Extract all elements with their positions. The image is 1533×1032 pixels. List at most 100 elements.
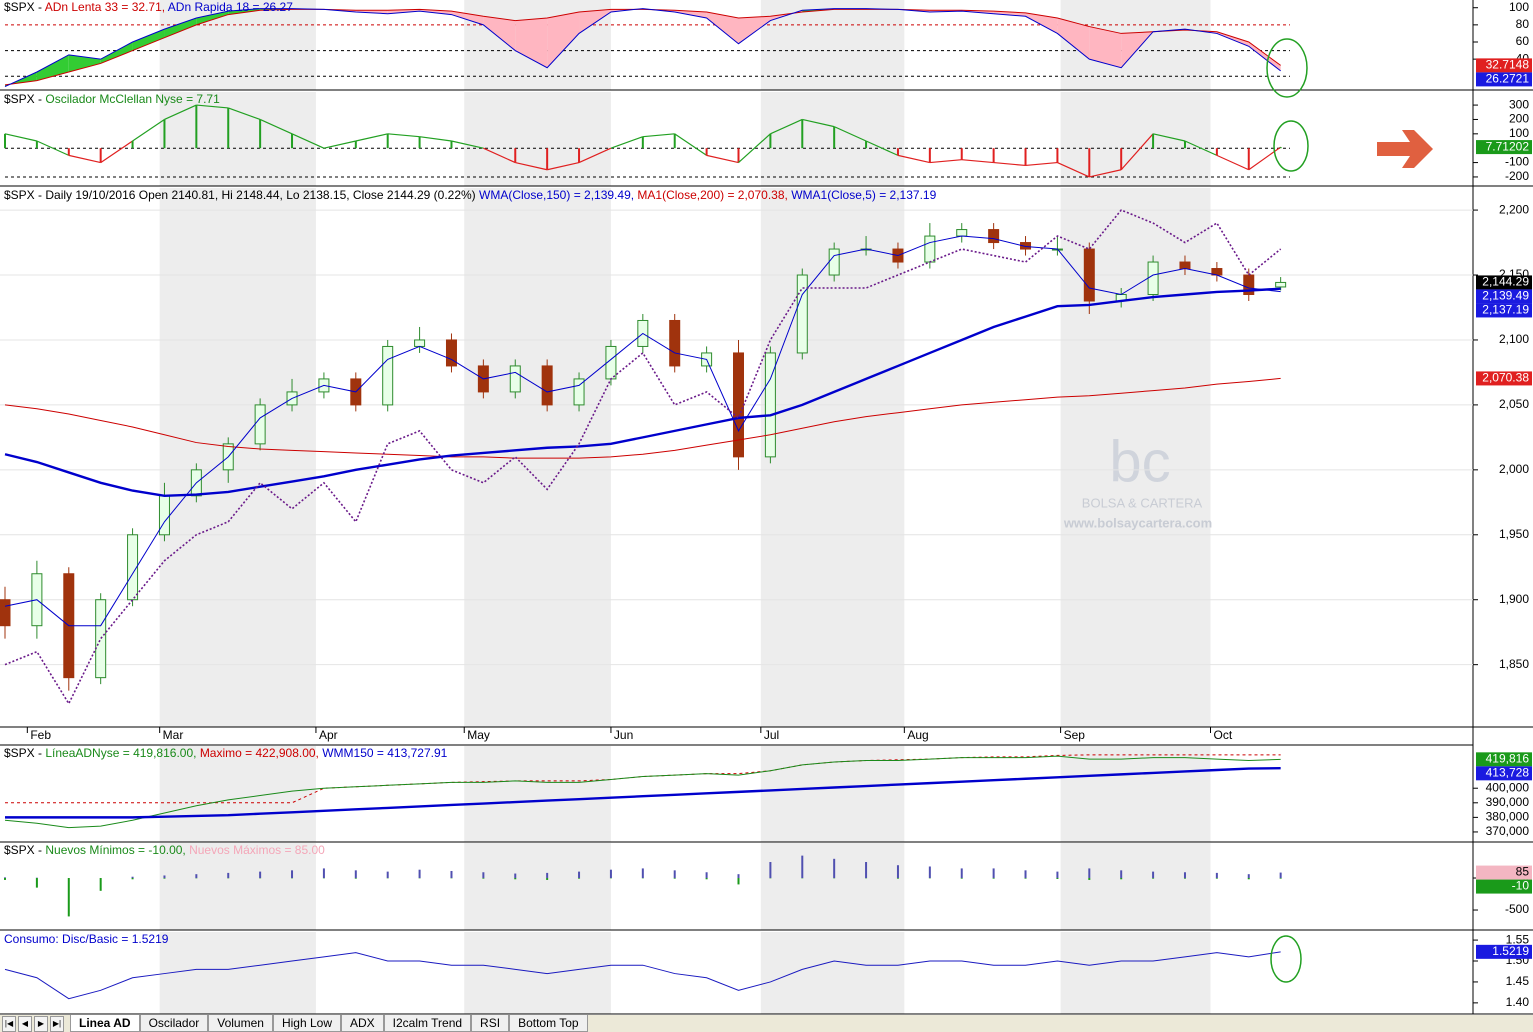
bar	[163, 878, 166, 879]
candle-body	[988, 229, 1000, 244]
series-line	[4, 951, 1281, 1000]
bar	[386, 871, 389, 879]
band-fill	[579, 9, 611, 34]
band-fill	[451, 11, 484, 25]
series-line	[5, 754, 1281, 804]
bar	[1056, 878, 1059, 879]
annotations	[1266, 38, 1433, 983]
osc-bar	[227, 107, 230, 149]
sheet-tab[interactable]: Oscilador	[139, 1015, 209, 1032]
x-tick-label: Oct	[1213, 728, 1232, 742]
osc-line	[4, 133, 38, 142]
candle-body	[254, 404, 266, 445]
bar	[896, 878, 899, 879]
axis-value-label: -10	[1512, 879, 1530, 893]
header-part: $SPX -	[4, 92, 45, 106]
sheet-tab[interactable]: High Low	[272, 1015, 341, 1032]
sheet-tab[interactable]: I2calm Trend	[383, 1015, 472, 1032]
nav-first[interactable]: |◀	[2, 1015, 16, 1032]
band-fill	[1089, 26, 1122, 68]
bar	[960, 878, 963, 879]
x-tick-label: Apr	[319, 728, 338, 742]
sheet-tab[interactable]: RSI	[471, 1015, 510, 1032]
bar	[737, 874, 740, 879]
month-band	[1060, 932, 1211, 1014]
month-band	[464, 932, 611, 1014]
osc-line	[355, 133, 388, 142]
osc-bar	[67, 148, 70, 156]
candle-body	[1147, 261, 1159, 296]
osc-line	[1152, 133, 1186, 142]
axis-value-box	[1476, 879, 1532, 894]
osc-bar	[992, 148, 995, 163]
nav-last[interactable]: ▶|	[50, 1015, 64, 1032]
x-tick-label: Aug	[907, 728, 928, 742]
axis-value-box	[1476, 371, 1532, 386]
candle-body	[95, 599, 107, 679]
highlight-circle	[1266, 38, 1308, 98]
bar	[1215, 878, 1218, 879]
series-line	[4, 8, 1281, 86]
series-line	[4, 8, 1281, 88]
tab-bar: |◀ ◀ ▶ ▶| Linea AD Oscilador Volumen High L…	[0, 1014, 1533, 1032]
bar	[928, 866, 931, 879]
series-line	[4, 377, 1281, 459]
candle-body	[796, 274, 808, 354]
nav-prev[interactable]: ◀	[18, 1015, 32, 1032]
header-part: Nuevos Máximos = 85.00	[189, 843, 325, 857]
band-fill	[164, 18, 197, 38]
axis-value-box	[1476, 58, 1532, 73]
axis-value-box	[1476, 752, 1532, 767]
candle-body	[828, 248, 840, 276]
sheet-tab[interactable]: ADX	[340, 1015, 384, 1032]
nav-next[interactable]: ▶	[34, 1015, 48, 1032]
header-part: WMA(Close,150) = 2,139.49,	[479, 188, 637, 202]
bar	[960, 868, 963, 879]
bar	[705, 872, 708, 879]
y-tick-label: 370,000	[1486, 824, 1530, 838]
month-band	[760, 188, 905, 727]
osc-line	[451, 140, 484, 149]
bar	[195, 874, 198, 879]
y-tick-label: 60	[1516, 34, 1530, 48]
osc-line	[228, 107, 261, 121]
month-band	[159, 746, 316, 842]
band-fill	[515, 18, 548, 68]
osc-line	[770, 118, 803, 135]
osc-bar	[1152, 133, 1155, 149]
bar	[1279, 872, 1282, 879]
osc-line	[802, 118, 835, 128]
osc-line	[387, 133, 420, 138]
axis-value-box	[1476, 289, 1532, 304]
header-part: $SPX -	[4, 843, 45, 857]
osc-line	[515, 161, 548, 171]
header-part: $SPX - Daily 19/10/2016 Open 2140.81, Hi…	[4, 188, 479, 202]
osc-bar	[737, 148, 740, 163]
candle-body	[956, 229, 968, 237]
candle-body	[158, 495, 170, 536]
axis-value-label: 413,728	[1486, 766, 1530, 780]
osc-bar	[1215, 148, 1218, 156]
osc-bar	[865, 141, 868, 149]
osc-line	[993, 161, 1026, 167]
header-part: $SPX -	[4, 0, 45, 14]
band-fill	[706, 12, 739, 44]
month-band	[760, 843, 905, 930]
axis-area	[1473, 0, 1533, 1014]
y-tick-label: -500	[1505, 902, 1529, 916]
osc-line	[578, 147, 612, 164]
sheet-tab[interactable]: Volumen	[208, 1015, 273, 1032]
osc-bar	[4, 133, 6, 149]
axis-value-label: 85	[1516, 865, 1530, 879]
bar	[322, 868, 325, 879]
osc-line	[196, 104, 229, 109]
sheet-tab[interactable]: Linea AD	[70, 1015, 140, 1032]
candle-body	[445, 339, 457, 367]
candle-body	[669, 319, 681, 367]
bar	[259, 871, 262, 879]
candle-body	[764, 352, 776, 458]
header-part: Maximo = 422,908.00,	[200, 746, 322, 760]
osc-bar	[35, 141, 38, 149]
sheet-tab[interactable]: Bottom Top	[509, 1015, 588, 1032]
header-part: MA1(Close,200) = 2,070.38,	[637, 188, 791, 202]
